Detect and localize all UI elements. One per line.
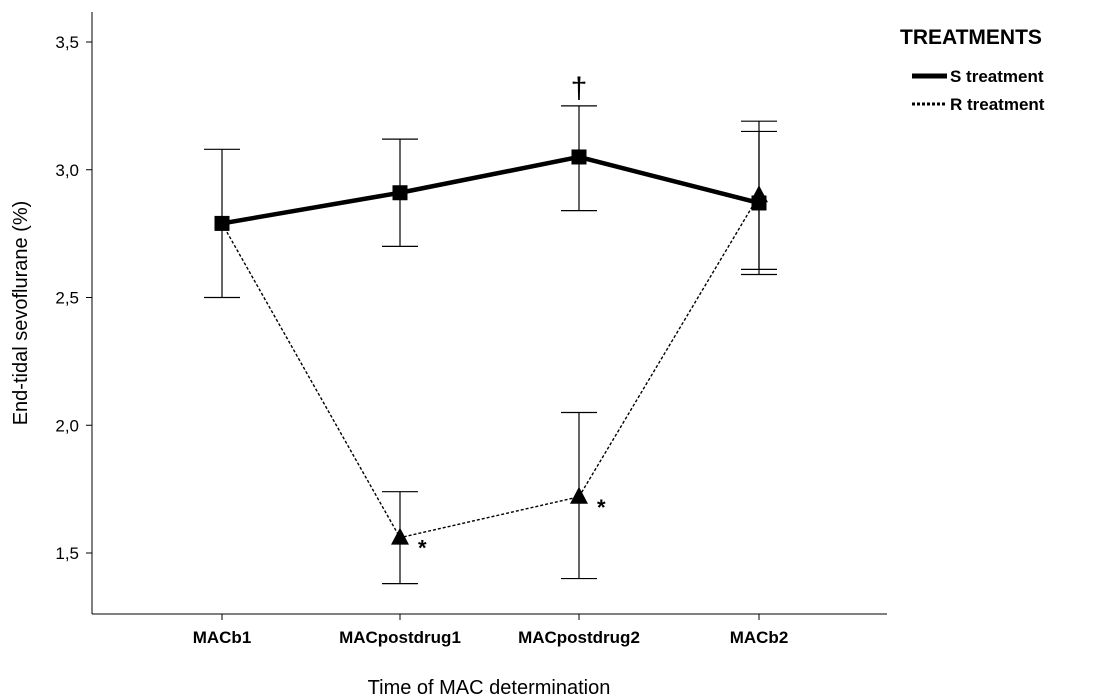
x-ticks: MACb1 MACpostdrug1 MACpostdrug2 MACb2 bbox=[193, 614, 789, 647]
point-s-treatment bbox=[214, 215, 230, 231]
x-axis-title: Time of MAC determination bbox=[368, 677, 611, 699]
y-tick-label: 3,5 bbox=[55, 33, 79, 52]
series-line-s-treatment bbox=[221, 154, 760, 226]
y-tick-label: 2,5 bbox=[55, 289, 79, 308]
y-axis-title: End-tidal sevoflurane (%) bbox=[10, 201, 32, 426]
point-r-treatment bbox=[570, 486, 588, 504]
series-lines bbox=[221, 154, 760, 539]
point-r-treatment bbox=[391, 527, 409, 545]
annotation-dagger: † bbox=[571, 72, 588, 105]
x-tick-label: MACb2 bbox=[730, 628, 789, 647]
point-r-treatment bbox=[750, 185, 768, 203]
legend-title: TREATMENTS bbox=[900, 26, 1042, 49]
legend: TREATMENTS S treatment R treatment bbox=[900, 26, 1045, 114]
point-s-treatment bbox=[392, 185, 408, 201]
annotation-asterisk: * bbox=[418, 536, 427, 561]
point-s-treatment bbox=[571, 149, 587, 165]
series-markers bbox=[214, 149, 768, 545]
annotation-asterisk: * bbox=[597, 495, 606, 520]
y-ticks: 1,5 2,0 2,5 3,0 3,5 bbox=[55, 33, 92, 563]
x-tick-label: MACpostdrug1 bbox=[339, 628, 461, 647]
y-tick-label: 3,0 bbox=[55, 161, 79, 180]
annotations: † * * bbox=[418, 72, 606, 561]
legend-label-r-treatment: R treatment bbox=[950, 95, 1045, 114]
x-tick-label: MACb1 bbox=[193, 628, 252, 647]
error-bars bbox=[204, 105, 777, 585]
y-tick-label: 2,0 bbox=[55, 416, 79, 435]
series-line-r-treatment bbox=[221, 194, 760, 539]
x-tick-label: MACpostdrug2 bbox=[518, 628, 640, 647]
legend-label-s-treatment: S treatment bbox=[950, 67, 1044, 86]
y-tick-label: 1,5 bbox=[55, 544, 79, 563]
